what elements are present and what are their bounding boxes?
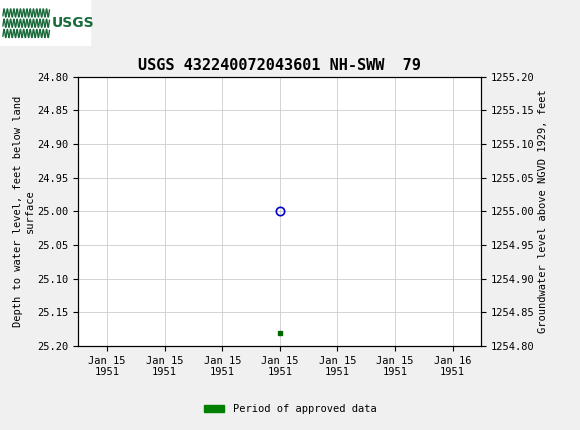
Y-axis label: Groundwater level above NGVD 1929, feet: Groundwater level above NGVD 1929, feet [538, 89, 548, 333]
Y-axis label: Depth to water level, feet below land
surface: Depth to water level, feet below land su… [13, 96, 35, 327]
Text: USGS: USGS [52, 16, 95, 30]
Legend: Period of approved data: Period of approved data [200, 400, 380, 418]
Bar [0, 0, 90, 46]
Title: USGS 432240072043601 NH-SWW  79: USGS 432240072043601 NH-SWW 79 [139, 58, 421, 73]
